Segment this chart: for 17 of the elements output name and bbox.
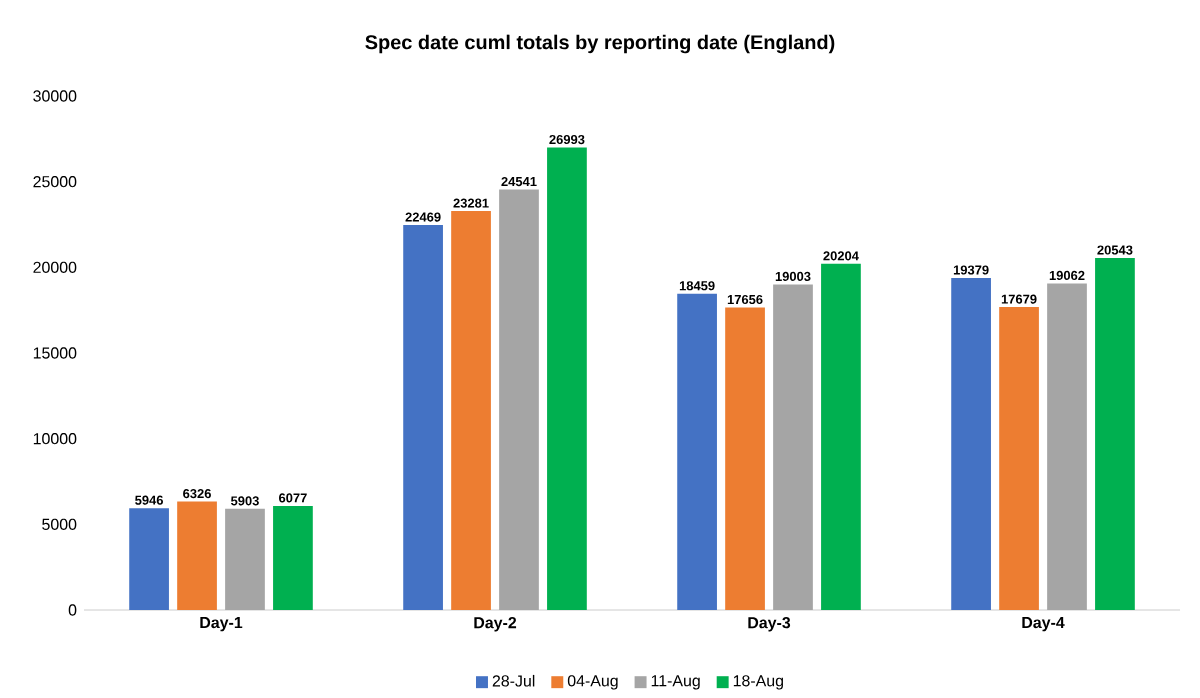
bar	[999, 307, 1039, 610]
bar	[273, 505, 313, 610]
bar	[951, 277, 991, 610]
bar	[225, 508, 265, 610]
bar	[725, 307, 765, 610]
bar	[177, 501, 217, 610]
bar	[773, 284, 813, 610]
bar	[547, 147, 587, 610]
bar	[129, 508, 169, 610]
bar	[403, 225, 443, 610]
bar	[499, 189, 539, 610]
bar	[821, 263, 861, 610]
chart-title: Spec date cuml totals by reporting date (England)	[365, 34, 835, 54]
bar	[451, 211, 491, 610]
bar	[1095, 258, 1135, 610]
bar	[1047, 283, 1087, 610]
bar	[677, 293, 717, 610]
